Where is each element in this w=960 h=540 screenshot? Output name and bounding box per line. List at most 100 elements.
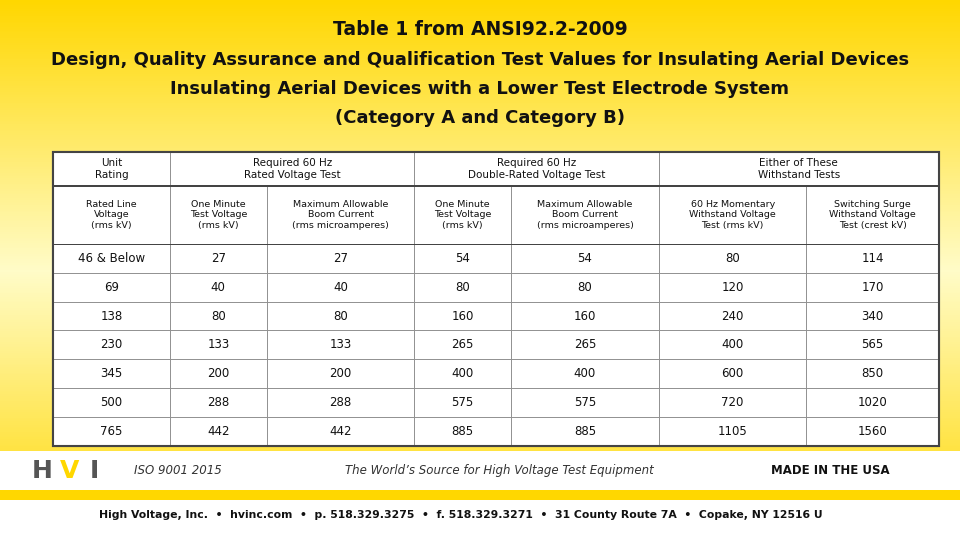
Bar: [0, 255, 960, 258]
Bar: [170, 244, 267, 273]
Bar: [0, 133, 960, 135]
Bar: [0, 92, 960, 93]
Bar: [0, 99, 960, 101]
Bar: [0, 434, 960, 436]
Bar: [0, 382, 960, 383]
Bar: [0, 309, 960, 312]
Bar: [806, 244, 939, 273]
Bar: [0, 488, 960, 490]
Bar: [0, 69, 960, 70]
Bar: [0, 306, 960, 308]
Bar: [0, 295, 960, 297]
Bar: [0, 117, 960, 119]
Bar: [0, 32, 960, 34]
Bar: [0, 270, 960, 272]
Bar: [0, 85, 960, 86]
Bar: [0, 178, 960, 180]
Bar: [0, 315, 960, 317]
Text: 240: 240: [722, 309, 744, 322]
Bar: [0, 288, 960, 290]
Bar: [0, 329, 960, 331]
Bar: [0, 212, 960, 214]
Bar: [0, 140, 960, 142]
Bar: [53, 244, 170, 273]
Text: 160: 160: [574, 309, 596, 322]
Text: 46 & Below: 46 & Below: [78, 252, 145, 265]
Bar: [0, 335, 960, 336]
Bar: [0, 358, 960, 360]
Bar: [0, 61, 960, 63]
Bar: [170, 273, 267, 302]
Bar: [0, 248, 960, 250]
Bar: [0, 93, 960, 96]
Bar: [806, 302, 939, 330]
Bar: [0, 115, 960, 117]
Bar: [0, 293, 960, 295]
Bar: [53, 417, 170, 445]
Bar: [659, 302, 806, 330]
Bar: [0, 398, 960, 400]
Bar: [0, 349, 960, 351]
Bar: [0, 414, 960, 416]
Bar: [53, 152, 939, 445]
Bar: [53, 185, 939, 186]
Bar: [415, 417, 511, 445]
Bar: [0, 221, 960, 223]
Text: Either of These
Withstand Tests: Either of These Withstand Tests: [757, 158, 840, 180]
Bar: [0, 263, 960, 265]
Text: V: V: [60, 458, 79, 483]
Bar: [0, 65, 960, 66]
Bar: [0, 463, 960, 464]
Bar: [0, 493, 960, 495]
Bar: [0, 15, 960, 16]
Bar: [0, 258, 960, 259]
Bar: [0, 272, 960, 274]
Bar: [0, 27, 960, 29]
Text: 80: 80: [578, 281, 592, 294]
Bar: [0, 319, 960, 320]
Bar: [0, 448, 960, 450]
Bar: [0, 369, 960, 371]
Bar: [0, 120, 960, 123]
Bar: [0, 347, 960, 349]
Bar: [0, 495, 960, 540]
Bar: [0, 378, 960, 380]
Text: High Voltage, Inc.  •  hvinc.com  •  p. 518.329.3275  •  f. 518.329.3271  •  31 : High Voltage, Inc. • hvinc.com • p. 518.…: [99, 510, 823, 520]
Text: 565: 565: [861, 338, 884, 352]
Bar: [0, 301, 960, 302]
Bar: [0, 482, 960, 484]
Text: Table 1 from ANSI92.2-2009: Table 1 from ANSI92.2-2009: [332, 20, 628, 39]
Bar: [0, 299, 960, 301]
Bar: [0, 58, 960, 59]
Bar: [0, 528, 960, 529]
Text: 288: 288: [207, 396, 229, 409]
Bar: [0, 158, 960, 160]
Bar: [0, 477, 960, 479]
Text: 80: 80: [455, 281, 470, 294]
Text: 230: 230: [100, 338, 123, 352]
Bar: [0, 201, 960, 204]
Bar: [0, 427, 960, 428]
Bar: [0, 25, 960, 27]
Bar: [53, 185, 939, 186]
Bar: [0, 452, 960, 454]
Bar: [0, 447, 960, 448]
Bar: [0, 441, 960, 443]
Bar: [0, 525, 960, 528]
Text: 1020: 1020: [858, 396, 888, 409]
Text: 69: 69: [104, 281, 119, 294]
Text: One Minute
Test Voltage
(rms kV): One Minute Test Voltage (rms kV): [190, 200, 247, 230]
Bar: [0, 20, 960, 22]
Bar: [0, 285, 960, 286]
Bar: [0, 88, 960, 90]
Text: Unit
Rating: Unit Rating: [94, 158, 129, 180]
Bar: [0, 110, 960, 112]
Text: Switching Surge
Withstand Voltage
Test (crest kV): Switching Surge Withstand Voltage Test (…: [829, 200, 916, 230]
Bar: [267, 330, 415, 359]
Bar: [0, 7, 960, 9]
Text: Rated Line
Voltage
(rms kV): Rated Line Voltage (rms kV): [86, 200, 136, 230]
Bar: [0, 286, 960, 288]
Bar: [0, 454, 960, 455]
Bar: [0, 144, 960, 146]
Bar: [0, 356, 960, 358]
